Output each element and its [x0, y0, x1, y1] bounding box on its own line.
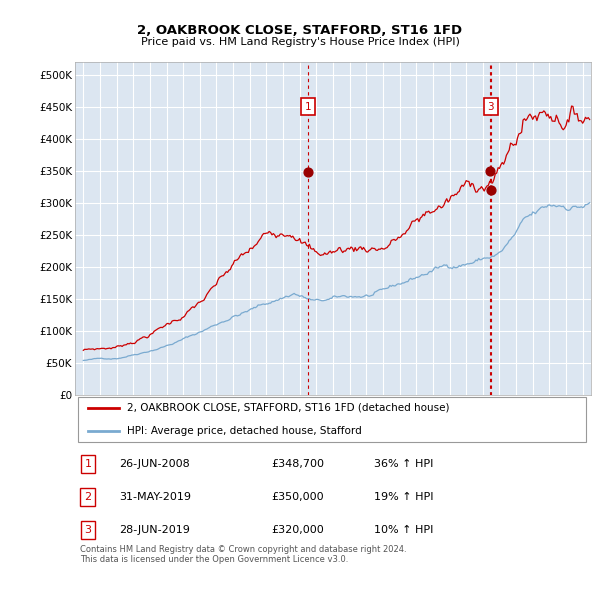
Text: 10% ↑ HPI: 10% ↑ HPI [374, 525, 434, 535]
Text: 1: 1 [305, 101, 311, 112]
Text: £320,000: £320,000 [271, 525, 324, 535]
Text: £348,700: £348,700 [271, 459, 324, 469]
Point [485, 166, 494, 175]
Text: 3: 3 [488, 101, 494, 112]
Text: 26-JUN-2008: 26-JUN-2008 [119, 459, 190, 469]
Text: 31-MAY-2019: 31-MAY-2019 [119, 492, 191, 502]
Text: £350,000: £350,000 [271, 492, 324, 502]
Text: 19% ↑ HPI: 19% ↑ HPI [374, 492, 434, 502]
Point [303, 167, 313, 176]
Text: 2: 2 [85, 492, 91, 502]
Text: 1: 1 [85, 459, 91, 469]
Text: Contains HM Land Registry data © Crown copyright and database right 2024.
This d: Contains HM Land Registry data © Crown c… [80, 545, 407, 564]
Text: Price paid vs. HM Land Registry's House Price Index (HPI): Price paid vs. HM Land Registry's House … [140, 37, 460, 47]
FancyBboxPatch shape [77, 396, 586, 442]
Text: 3: 3 [85, 525, 91, 535]
Text: 2, OAKBROOK CLOSE, STAFFORD, ST16 1FD: 2, OAKBROOK CLOSE, STAFFORD, ST16 1FD [137, 24, 463, 37]
Point [486, 185, 496, 195]
Text: 28-JUN-2019: 28-JUN-2019 [119, 525, 190, 535]
Text: 36% ↑ HPI: 36% ↑ HPI [374, 459, 434, 469]
Text: HPI: Average price, detached house, Stafford: HPI: Average price, detached house, Staf… [127, 426, 361, 436]
Text: 2, OAKBROOK CLOSE, STAFFORD, ST16 1FD (detached house): 2, OAKBROOK CLOSE, STAFFORD, ST16 1FD (d… [127, 403, 449, 413]
